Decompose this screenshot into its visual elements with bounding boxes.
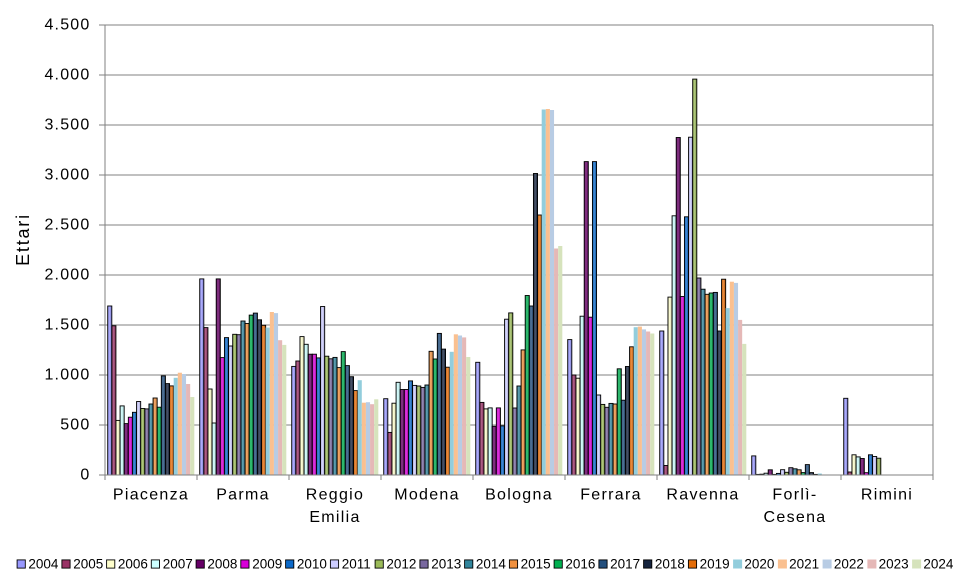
svg-text:2018: 2018	[655, 557, 685, 572]
svg-text:Bologna: Bologna	[485, 487, 553, 504]
svg-text:Reggio: Reggio	[306, 487, 365, 504]
svg-text:0: 0	[80, 466, 90, 483]
svg-text:Parma: Parma	[216, 487, 270, 504]
svg-text:2010: 2010	[297, 557, 327, 572]
svg-text:3.000: 3.000	[44, 166, 90, 183]
svg-text:2004: 2004	[28, 557, 59, 572]
svg-text:3.500: 3.500	[44, 116, 90, 133]
svg-text:Ravenna: Ravenna	[666, 487, 739, 504]
svg-text:1.000: 1.000	[44, 366, 90, 383]
svg-text:2021: 2021	[789, 557, 819, 572]
svg-text:2008: 2008	[207, 557, 237, 572]
svg-text:2015: 2015	[521, 557, 551, 572]
svg-text:2007: 2007	[163, 557, 193, 572]
svg-text:4.000: 4.000	[44, 66, 90, 83]
svg-text:2009: 2009	[252, 557, 282, 572]
svg-text:2022: 2022	[834, 557, 864, 572]
svg-text:Modena: Modena	[394, 487, 460, 504]
svg-text:Forlì-: Forlì-	[772, 487, 817, 504]
svg-text:2012: 2012	[386, 557, 416, 572]
svg-text:2011: 2011	[342, 557, 371, 572]
svg-text:4.500: 4.500	[44, 16, 90, 33]
svg-text:2023: 2023	[879, 557, 909, 572]
svg-text:2020: 2020	[744, 557, 774, 572]
svg-text:2016: 2016	[565, 557, 595, 572]
svg-text:2.500: 2.500	[44, 216, 90, 233]
svg-text:2014: 2014	[476, 557, 507, 572]
svg-text:2006: 2006	[118, 557, 148, 572]
svg-text:500: 500	[60, 416, 90, 433]
svg-text:2024: 2024	[923, 557, 954, 572]
svg-text:2017: 2017	[610, 557, 640, 572]
svg-text:2013: 2013	[431, 557, 461, 572]
svg-text:2019: 2019	[700, 557, 730, 572]
svg-text:Cesena: Cesena	[764, 509, 827, 526]
svg-text:2005: 2005	[73, 557, 103, 572]
svg-text:Piacenza: Piacenza	[113, 487, 189, 504]
svg-text:Ettari: Ettari	[13, 213, 33, 266]
svg-text:2.000: 2.000	[44, 266, 90, 283]
svg-text:Ferrara: Ferrara	[580, 487, 642, 504]
svg-text:Emilia: Emilia	[309, 509, 360, 526]
svg-text:Rimini: Rimini	[861, 487, 913, 504]
svg-text:1.500: 1.500	[44, 316, 90, 333]
